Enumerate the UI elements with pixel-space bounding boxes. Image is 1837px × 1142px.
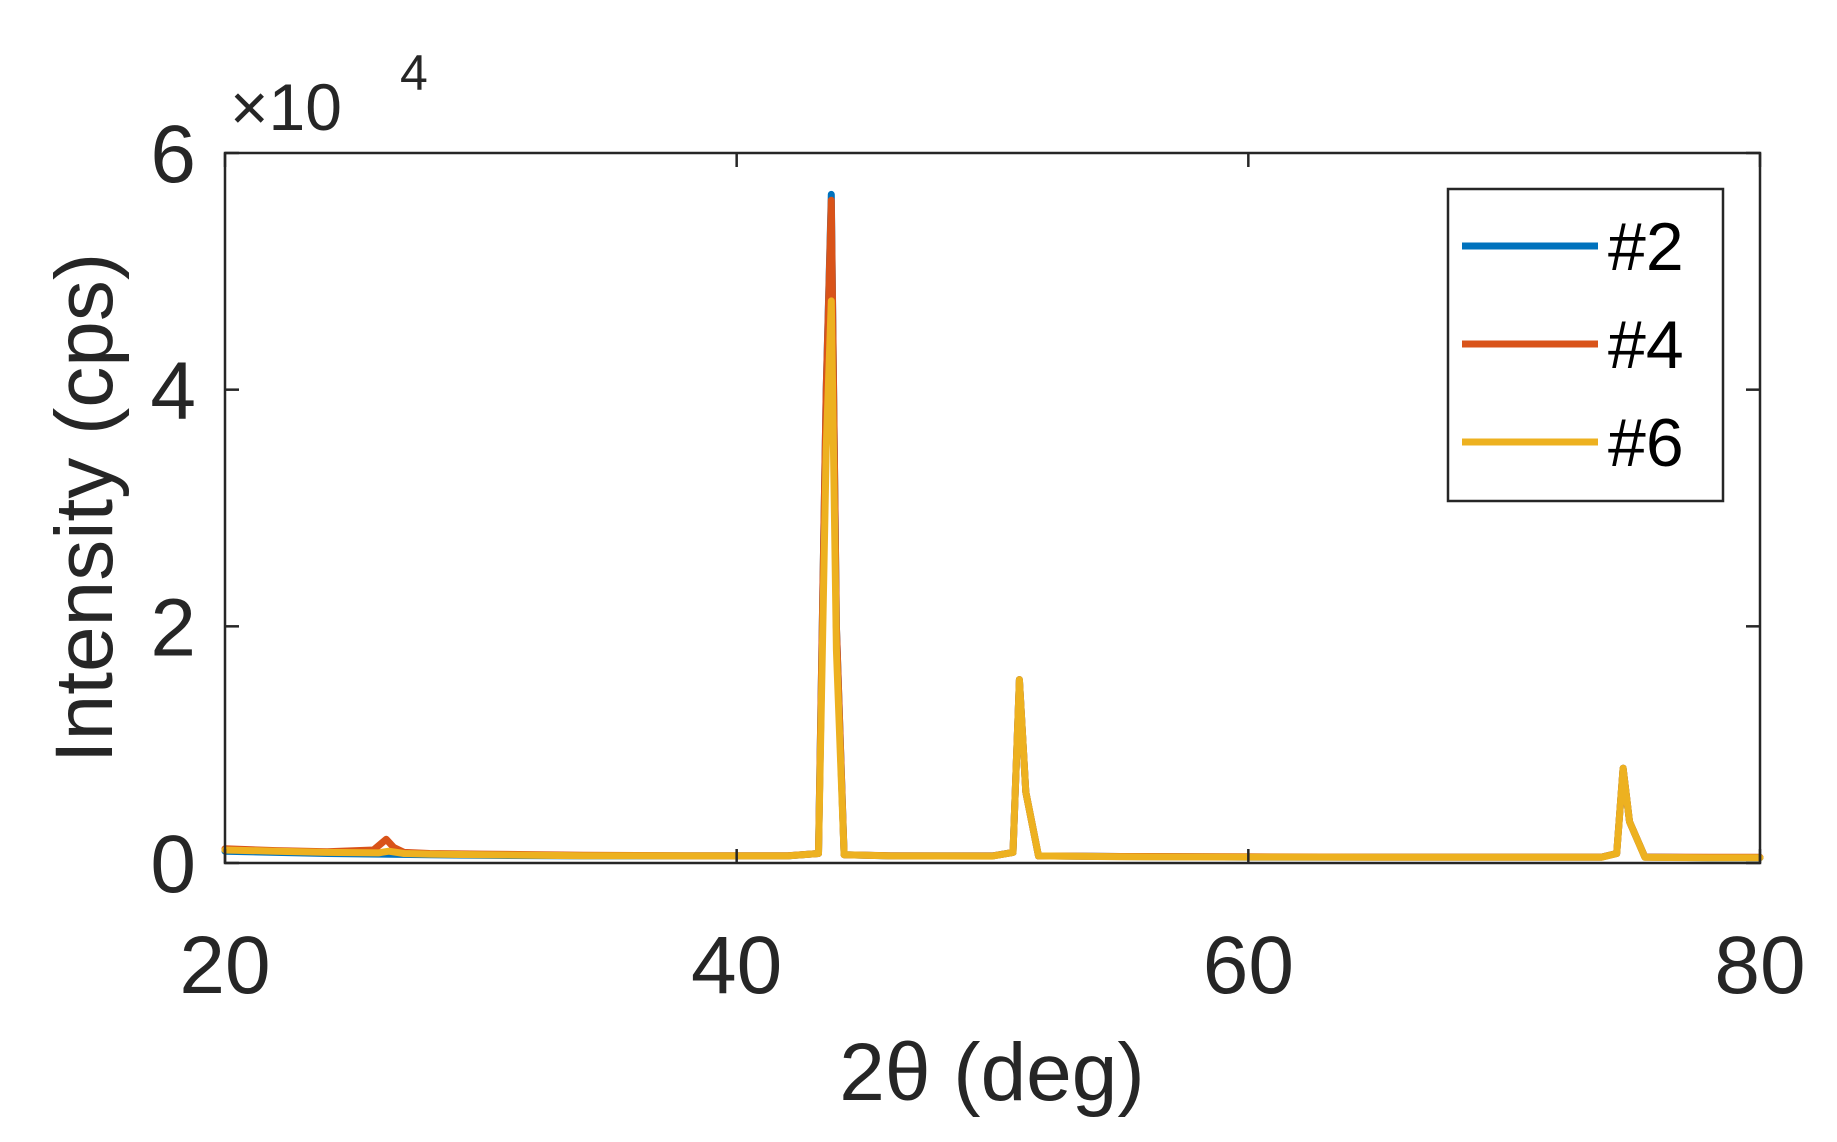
- legend-label-2: #4: [1608, 307, 1684, 383]
- series-line-3: [221, 297, 1764, 862]
- y-exponent-label: ×10 4: [230, 45, 428, 144]
- y-axis-label: Intensity (cps): [39, 253, 130, 763]
- legend-label-3: #6: [1608, 405, 1684, 481]
- y-exponent-base: ×10: [230, 70, 342, 144]
- y-tick-label: 4: [150, 346, 196, 437]
- legend[interactable]: #2 #4 #6: [1446, 187, 1725, 503]
- plot-frame: [223, 151, 1762, 865]
- x-axis-label: 2θ (deg): [839, 1027, 1144, 1118]
- y-axis-ticks: 0 2 4 6: [150, 109, 1760, 910]
- x-tick-label: 60: [1203, 920, 1294, 1011]
- y-exponent-power: 4: [400, 45, 428, 101]
- x-axis-ticks: 20 40 60 80: [179, 153, 1806, 1011]
- y-tick-label: 0: [150, 819, 196, 910]
- y-tick-label: 6: [150, 109, 196, 200]
- x-tick-label: 40: [691, 920, 782, 1011]
- y-tick-label: 2: [150, 582, 196, 673]
- x-tick-label: 20: [179, 920, 270, 1011]
- x-tick-label: 80: [1714, 920, 1805, 1011]
- series-layer: [221, 190, 1764, 862]
- legend-label-1: #2: [1608, 209, 1684, 285]
